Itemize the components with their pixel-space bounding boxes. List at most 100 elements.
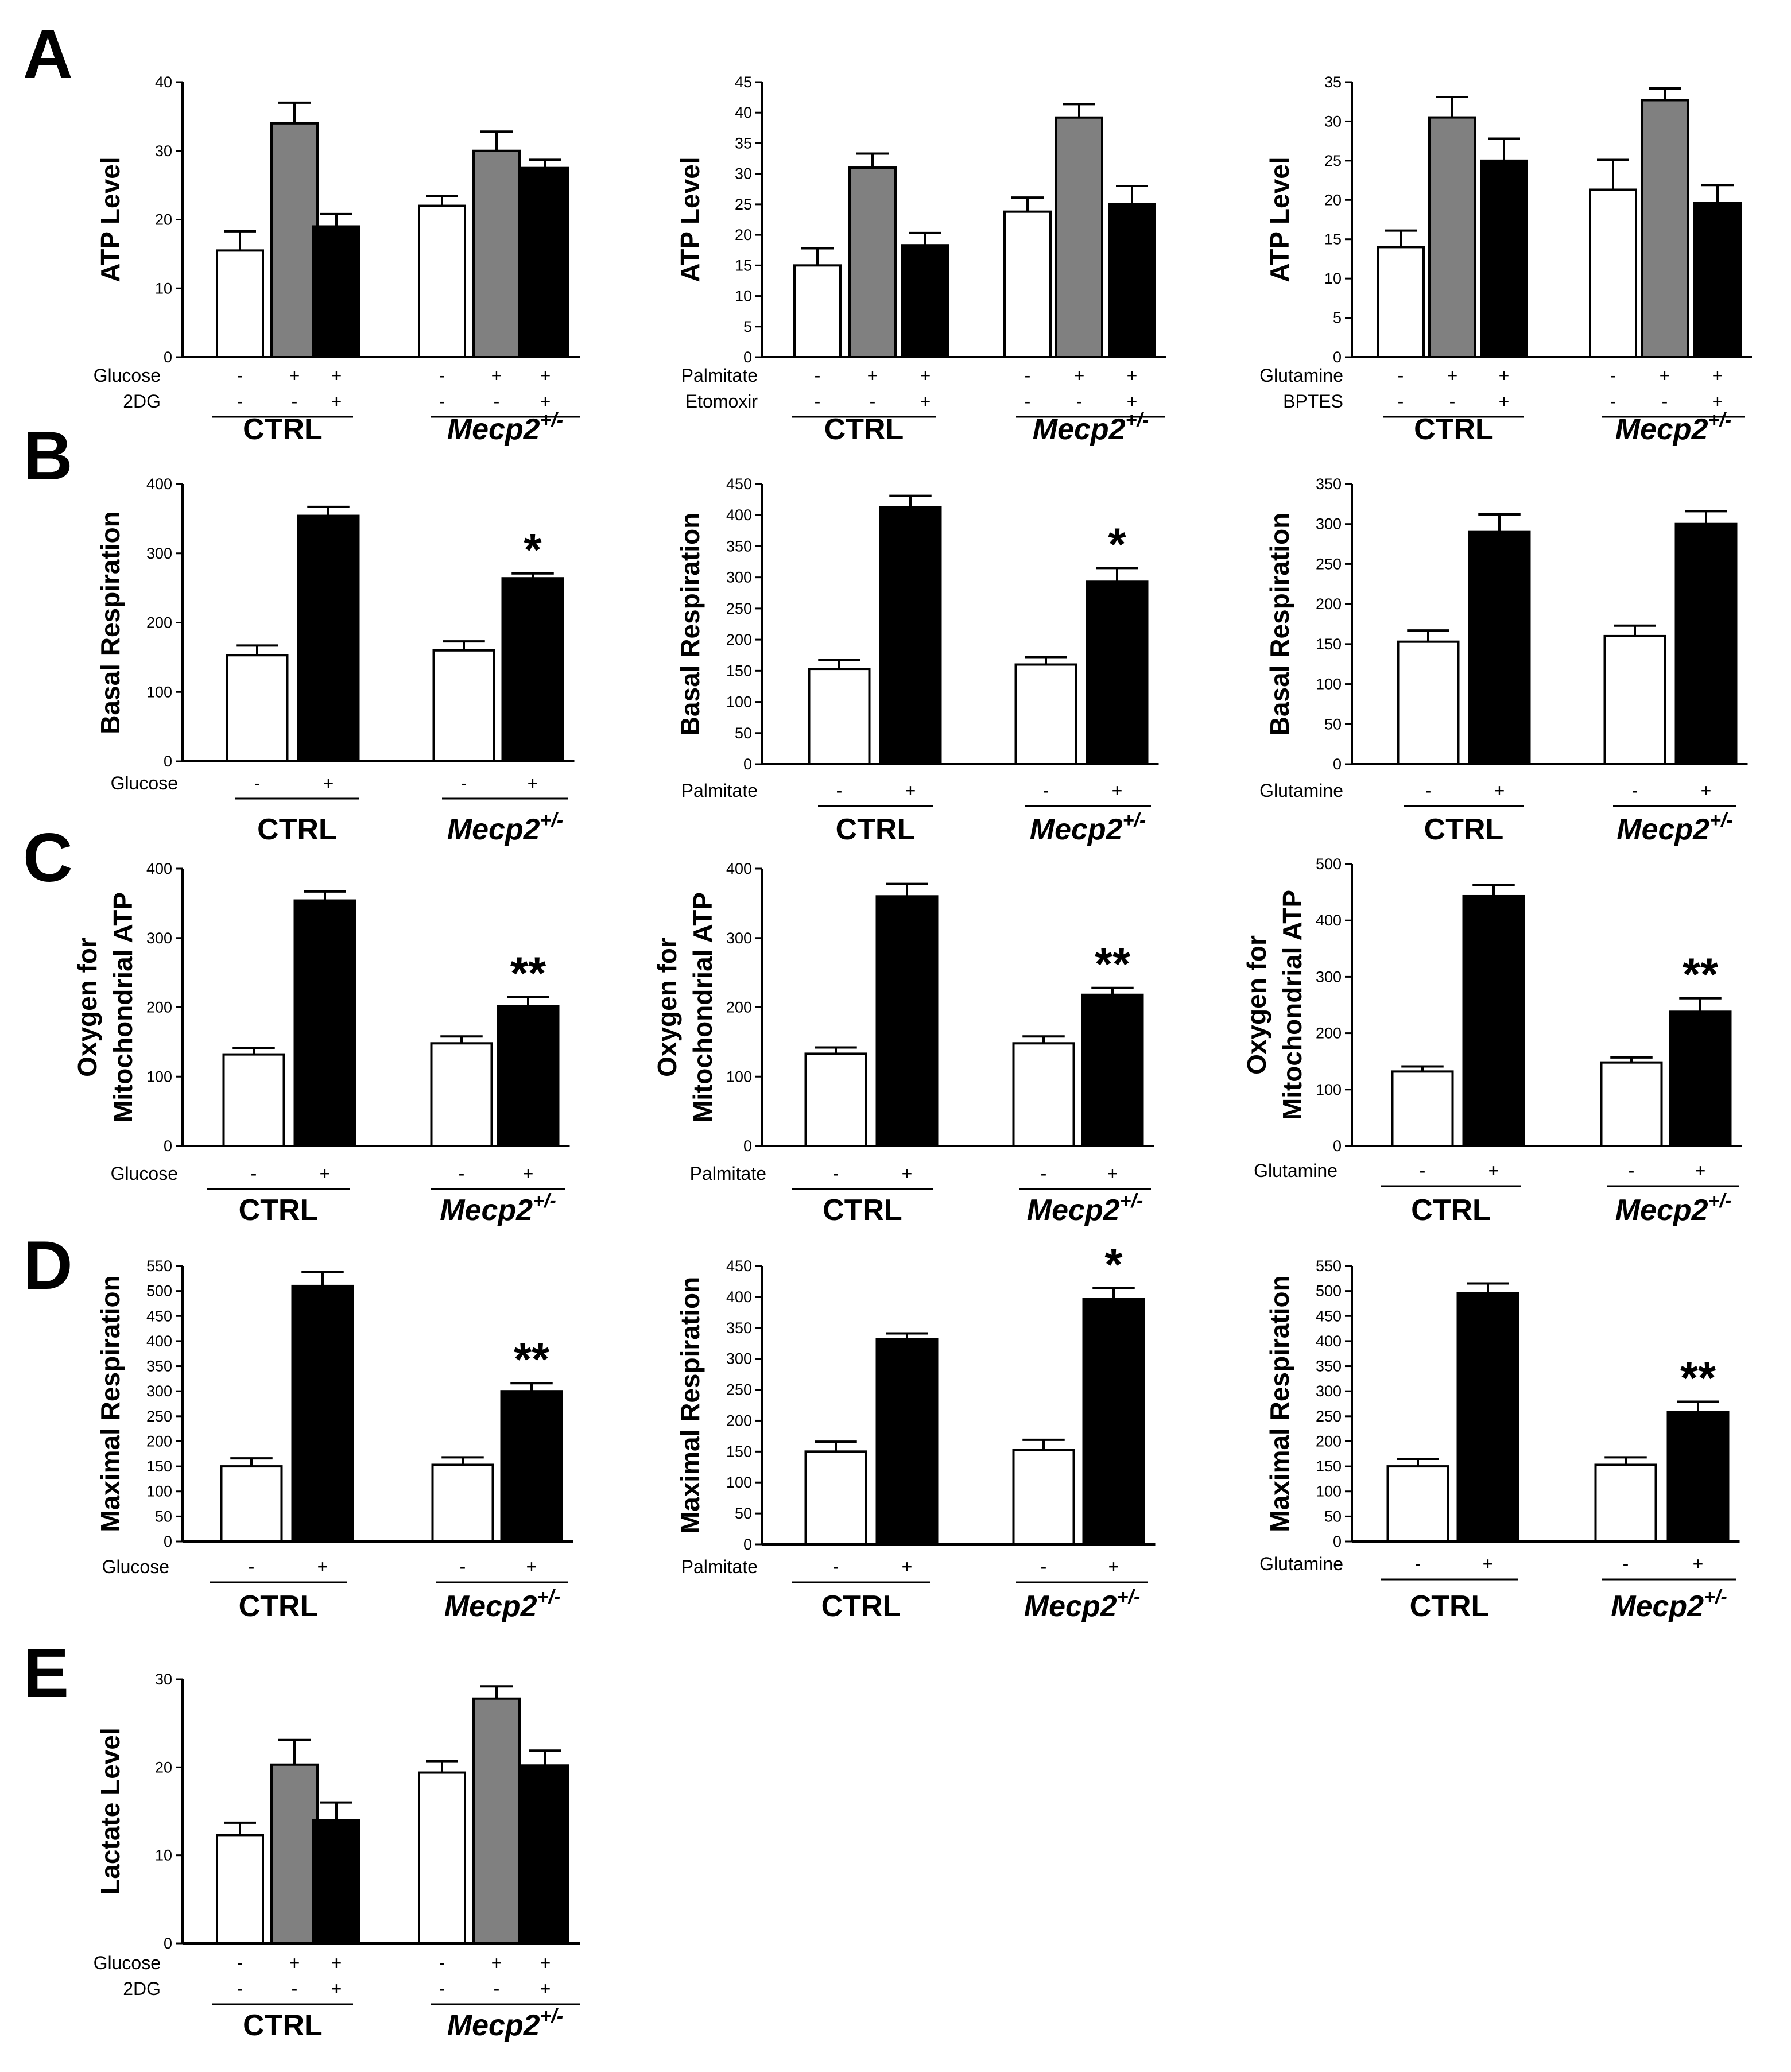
group-label-superscript: +/- — [540, 810, 564, 831]
y-tick-label: 0 — [743, 1536, 752, 1553]
bar-white — [220, 1465, 283, 1543]
chart-d2: 0 50 100 150 200 250 300 350 400 450 Maximal Respi… — [675, 1239, 1156, 1623]
y-tick-label: 150 — [1316, 1458, 1342, 1475]
group-label-ctrl: CTRL — [823, 1194, 902, 1227]
group-label-mecp2: Mecp2+/- — [447, 409, 563, 446]
bar-white — [1014, 663, 1077, 765]
bar-black — [1480, 159, 1528, 358]
treatment-sign: - — [870, 391, 876, 412]
significance-marker: ** — [1095, 939, 1131, 990]
bar-black — [1693, 202, 1742, 358]
treatment-sign: - — [494, 391, 500, 412]
group-label-ctrl: CTRL — [1424, 813, 1504, 846]
bar-gray — [270, 1763, 319, 1945]
treatment-label: Glucose — [102, 1556, 169, 1577]
chart-d1: 0 50 100 150 200 250 300 350 400 450 500 550 Maximal… — [95, 1257, 573, 1623]
bar-white — [1377, 246, 1425, 358]
y-tick-label: 0 — [743, 348, 752, 366]
treatment-sign: + — [1107, 1163, 1118, 1184]
y-tick-label: 450 — [726, 1257, 752, 1275]
treatment-sign: - — [1420, 1160, 1426, 1181]
y-tick-label: 10 — [155, 280, 172, 297]
bar-white — [1589, 188, 1637, 358]
significance-marker: ** — [514, 1334, 550, 1385]
treatment-sign: - — [1025, 391, 1031, 412]
y-tick-label: 40 — [735, 104, 752, 121]
y-axis-label: ATP Level — [1265, 157, 1294, 282]
treatment-sign: + — [526, 1556, 537, 1577]
group-label-ctrl: CTRL — [1410, 1590, 1490, 1623]
y-tick-label: 35 — [735, 134, 752, 152]
group-label-superscript: +/- — [1120, 1190, 1143, 1212]
bar-white — [432, 649, 495, 763]
bar-white — [226, 654, 289, 762]
group-label-mecp2: Mecp2+/- — [1024, 1586, 1140, 1623]
significance-marker: * — [524, 524, 542, 575]
y-axis-label: Basal Respiration — [1265, 513, 1294, 736]
y-tick-label: 200 — [1316, 1432, 1342, 1450]
bar-black — [1456, 1292, 1519, 1543]
y-tick-label: 30 — [735, 165, 752, 183]
chart-a3: 0 5 10 15 20 25 30 35 ATP Level Glutamine - + + - + + BP… — [1259, 73, 1752, 446]
treatment-sign: - — [439, 1978, 445, 1999]
treatment-sign: - — [237, 1953, 243, 1973]
treatment-sign: + — [1494, 780, 1505, 801]
bar-black — [1082, 1298, 1145, 1546]
treatment-sign: + — [902, 1163, 913, 1184]
treatment-sign: + — [289, 1953, 300, 1973]
y-tick-label: 50 — [735, 1505, 752, 1522]
treatment-sign: - — [249, 1556, 255, 1577]
y-axis-label: Oxygen for — [1242, 935, 1271, 1075]
bar-white — [216, 1834, 264, 1945]
y-tick-label: 250 — [1316, 555, 1342, 572]
y-tick-label: 300 — [1316, 968, 1342, 985]
y-tick-label: 150 — [726, 662, 752, 679]
y-tick-label: 0 — [164, 1935, 172, 1952]
bar-white — [418, 204, 466, 358]
group-label-superscript: +/- — [1708, 1190, 1732, 1212]
y-axis-label: Maximal Respiration — [95, 1275, 125, 1532]
group-label-ctrl: CTRL — [257, 813, 337, 846]
treatment-sign: - — [439, 1953, 445, 1973]
bar-black — [297, 514, 360, 762]
treatment-sign: + — [289, 365, 300, 386]
y-tick-label: 250 — [726, 600, 752, 617]
y-tick-label: 200 — [146, 1432, 172, 1450]
y-tick-label: 550 — [1316, 1257, 1342, 1275]
y-tick-label: 15 — [735, 257, 752, 274]
treatment-sign: - — [237, 391, 243, 412]
treatment-label: Palmitate — [681, 780, 758, 801]
y-tick-label: 200 — [726, 1412, 752, 1429]
bar-black — [312, 1819, 360, 1945]
group-label-mecp2: Mecp2+/- — [440, 1190, 556, 1227]
treatment-label: 2DG — [123, 391, 161, 412]
y-tick-label: 350 — [146, 1358, 172, 1375]
treatment-sign: - — [461, 773, 467, 793]
treatment-sign: + — [331, 1978, 342, 1999]
treatment-sign: - — [439, 391, 445, 412]
group-label-superscript: +/- — [540, 2005, 564, 2027]
y-tick-label: 400 — [146, 1333, 172, 1350]
treatment-sign: + — [331, 365, 342, 386]
panel-label-a: A — [23, 16, 73, 92]
treatment-label: Etomoxir — [685, 391, 758, 412]
bar-black — [1081, 993, 1144, 1147]
y-tick-label: 100 — [146, 683, 172, 700]
bar-black — [1666, 1411, 1730, 1543]
y-axis-label: Lactate Level — [95, 1728, 125, 1895]
bar-black — [497, 1005, 560, 1147]
y-tick-label: 15 — [1324, 231, 1342, 248]
treatment-label: BPTES — [1283, 391, 1343, 412]
y-tick-label: 250 — [146, 1408, 172, 1425]
y-tick-label: 20 — [735, 226, 752, 243]
bar-gray — [270, 122, 319, 358]
y-tick-label: 100 — [1316, 1483, 1342, 1500]
group-label-ctrl: CTRL — [243, 2009, 323, 2042]
panel-label-c: C — [23, 819, 73, 896]
bar-black — [521, 166, 569, 358]
group-label-mecp2: Mecp2+/- — [1030, 810, 1146, 846]
treatment-sign: + — [1693, 1554, 1704, 1574]
y-tick-label: 250 — [726, 1381, 752, 1399]
treatment-sign: + — [1499, 365, 1510, 386]
bar-black — [291, 1284, 354, 1543]
